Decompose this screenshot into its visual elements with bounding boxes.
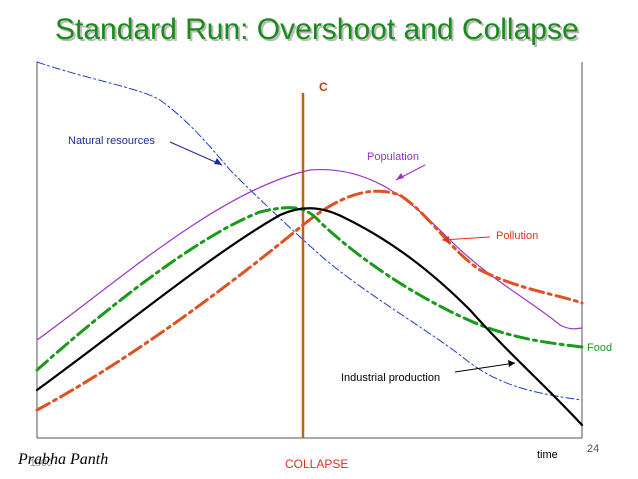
natural-resources-curve [36,61,583,401]
food-curve [35,206,584,372]
industrial-production-label: Industrial production [341,372,440,384]
frame [36,62,583,439]
pollution-label: Pollution [496,230,538,242]
title-shadow: Standard Run: Overshoot and Collapse [57,15,581,48]
arrow-head [396,173,404,180]
author: Prabha Panth [17,451,108,468]
arrow-head [214,158,222,165]
industrial-production-curve [35,207,584,427]
natural-resources-label: Natural resources [68,135,155,147]
pollution-curve [35,189,584,412]
slide-title: Standard Run: Overshoot and Collapse [55,13,579,46]
start-year: 1900 [30,458,53,469]
arrow-head [508,360,515,367]
population-label: Population [367,151,419,163]
arrow [169,141,223,166]
arrow [454,362,516,373]
time-label: time [537,449,558,461]
arrow-head [442,236,449,243]
collapse-label: COLLAPSE [285,457,348,471]
population-curve [36,168,583,341]
arrow [441,236,491,241]
food-label: Food [587,342,612,354]
page-number: 24 [587,443,599,455]
marker-label: C [319,80,328,94]
